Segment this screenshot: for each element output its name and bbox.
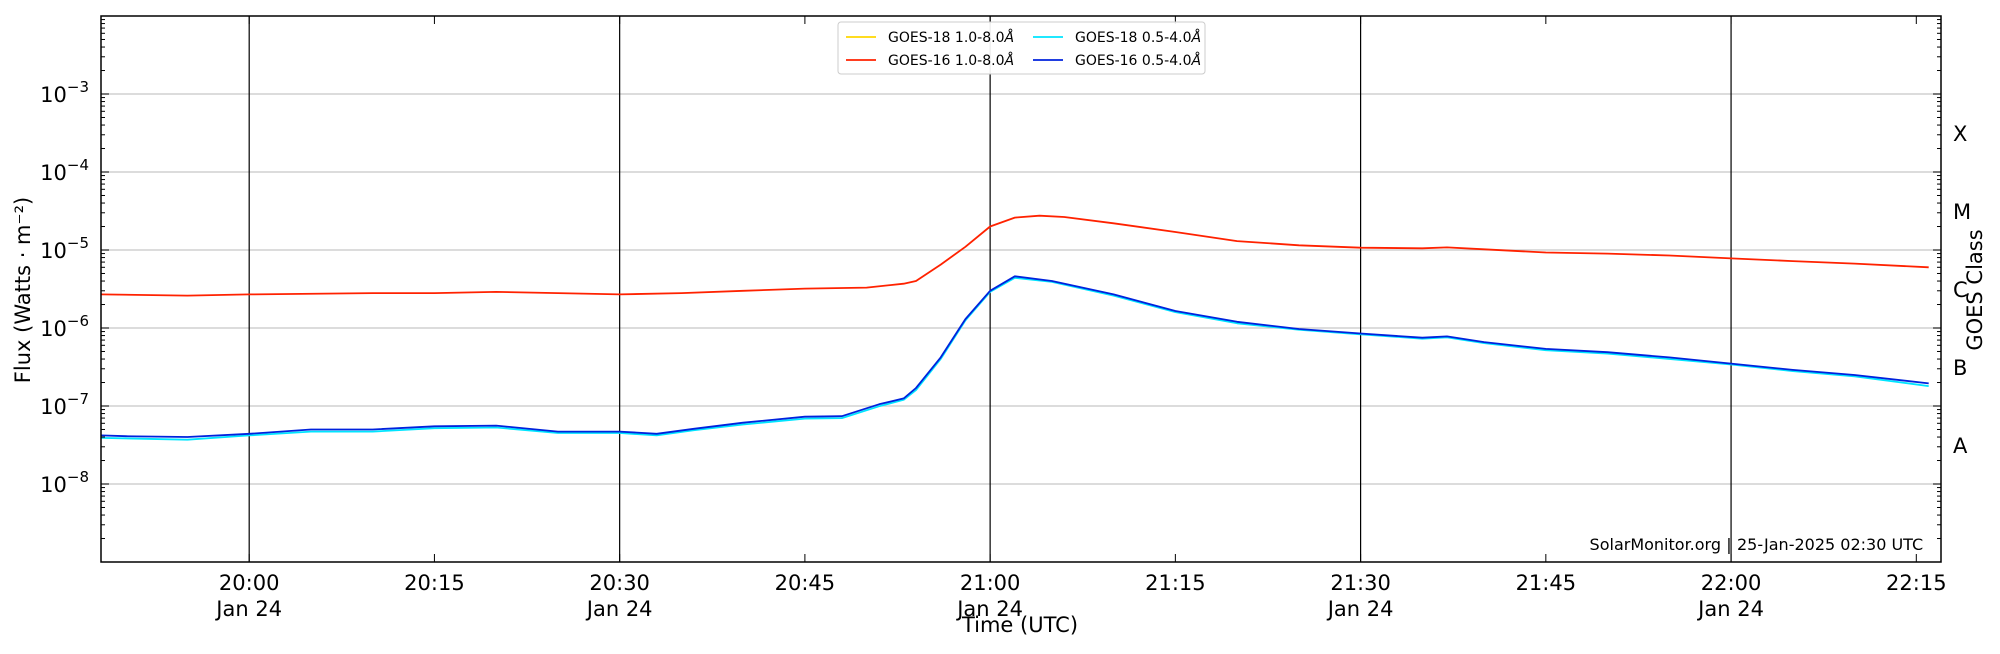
- x-tick-label: 22:00: [1701, 571, 1762, 595]
- y-tick-base: 10: [40, 239, 67, 263]
- y-tick-exp: −6: [67, 312, 89, 330]
- legend-unit: Å: [1191, 29, 1202, 46]
- x-tick-label: 21:15: [1145, 571, 1206, 595]
- legend-unit: Å: [1004, 29, 1015, 46]
- y-tick-base: 10: [40, 317, 67, 341]
- legend-entry: GOES-16 1.0-8.0Å: [888, 52, 1014, 69]
- goes-class-label: A: [1953, 434, 1968, 458]
- x-tick-date: Jan 24: [1326, 597, 1394, 621]
- y2-axis-title: GOES Class: [1963, 229, 1987, 350]
- credit: SolarMonitor.org | 25-Jan-2025 02:30 UTC: [1590, 535, 1924, 554]
- y-tick-exp: −8: [67, 468, 89, 486]
- y-tick-base: 10: [40, 473, 67, 497]
- y-axis-title: Flux (Watts · m⁻²): [11, 197, 35, 383]
- series-line-goes-18-0-5-4-0: [100, 276, 1929, 441]
- y-tick-label: 10−7: [40, 390, 89, 419]
- y-tick-label: 10−3: [40, 78, 89, 107]
- plot-frame: [100, 15, 1942, 563]
- x-tick-label: 20:00: [219, 571, 280, 595]
- legend-entry: GOES-18 0.5-4.0Å: [1075, 29, 1201, 46]
- y-tick-base: 10: [40, 83, 67, 107]
- credit-site: SolarMonitor.org: [1590, 535, 1721, 554]
- y-tick-exp: −5: [67, 234, 89, 252]
- x-tick-date: Jan 24: [1696, 597, 1764, 621]
- x-tick-label: 21:45: [1516, 571, 1577, 595]
- legend-label: GOES-18 1.0-8.0: [888, 30, 1005, 46]
- legend-entry: GOES-18 1.0-8.0Å: [888, 29, 1014, 46]
- x-tick-date: Jan 24: [585, 597, 653, 621]
- goes-class-label: B: [1953, 356, 1967, 380]
- y-tick-exp: −3: [67, 78, 89, 96]
- x-tick-label: 21:00: [960, 571, 1021, 595]
- series-line-goes-16-1-0-8-0: [100, 214, 1929, 297]
- y-tick-base: 10: [40, 161, 67, 185]
- x-tick-label: 20:45: [775, 571, 836, 595]
- y-tick-exp: −4: [67, 156, 89, 174]
- legend-entry: GOES-16 0.5-4.0Å: [1075, 52, 1201, 69]
- y-tick-label: 10−8: [40, 468, 89, 497]
- y-tick-exp: −7: [67, 390, 89, 408]
- legend-label: GOES-18 0.5-4.0: [1075, 30, 1192, 46]
- legend-label: GOES-16 1.0-8.0: [888, 53, 1005, 69]
- legend-box: [837, 21, 1206, 75]
- x-tick-label: 22:15: [1886, 571, 1947, 595]
- credit-separator: |: [1726, 535, 1731, 554]
- legend-label: GOES-16 0.5-4.0: [1075, 53, 1192, 69]
- x-tick-label: 21:30: [1330, 571, 1391, 595]
- goes-class-label: M: [1953, 200, 1971, 224]
- x-tick-date: Jan 24: [214, 597, 282, 621]
- credit-timestamp: 25-Jan-2025 02:30 UTC: [1737, 535, 1923, 554]
- x-tick-label: 20:30: [589, 571, 650, 595]
- y-tick-label: 10−6: [40, 312, 89, 341]
- y-tick-label: 10−5: [40, 234, 89, 263]
- goes-class-label: C: [1953, 278, 1968, 302]
- goes-class-label: X: [1953, 122, 1967, 146]
- legend-unit: Å: [1191, 52, 1202, 69]
- x-axis-title: Time (UTC): [961, 613, 1078, 637]
- series-line-goes-16-0-5-4-0: [100, 275, 1929, 438]
- y-tick-label: 10−4: [40, 156, 89, 185]
- x-tick-date: Jan 24: [955, 597, 1023, 621]
- x-tick-label: 20:15: [404, 571, 465, 595]
- y-tick-base: 10: [40, 395, 67, 419]
- legend-unit: Å: [1004, 52, 1015, 69]
